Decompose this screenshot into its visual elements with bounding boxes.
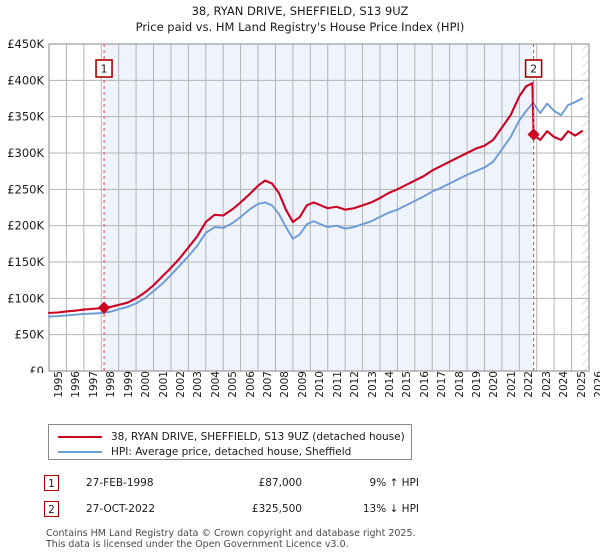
txn-index-badge-2: 2	[44, 501, 59, 517]
svg-text:£200K: £200K	[7, 219, 44, 233]
x-tick-label: 2000	[140, 371, 153, 398]
svg-text:1: 1	[101, 63, 108, 76]
svg-text:2: 2	[530, 63, 537, 76]
x-tick-label: 2002	[174, 371, 187, 398]
x-tick-label: 2015	[401, 371, 414, 398]
legend-item-property: 38, RYAN DRIVE, SHEFFIELD, S13 9UZ (deta…	[49, 429, 411, 444]
x-tick-label: 1996	[70, 371, 83, 398]
svg-text:£250K: £250K	[7, 182, 44, 196]
legend-swatch-property	[58, 435, 102, 438]
table-row: 1 27-FEB-1998 £87,000 9% ↑ HPI	[44, 473, 464, 499]
footer-attribution: Contains HM Land Registry data © Crown c…	[46, 528, 586, 550]
svg-text:£0: £0	[29, 364, 44, 373]
transactions-table: 1 27-FEB-1998 £87,000 9% ↑ HPI 2 27-OCT-…	[44, 473, 464, 525]
page-title: 38, RYAN DRIVE, SHEFFIELD, S13 9UZ	[191, 4, 409, 18]
x-tick-label: 2003	[192, 371, 205, 398]
x-tick-label: 1995	[53, 371, 65, 398]
x-tick-label: 2001	[157, 371, 170, 398]
svg-text:£150K: £150K	[7, 255, 44, 269]
x-tick-label: 2006	[244, 371, 257, 398]
x-tick-label: 2023	[540, 371, 553, 398]
svg-text:£100K: £100K	[7, 291, 44, 305]
x-tick-label: 2008	[279, 371, 292, 398]
x-tick-label: 2004	[209, 371, 222, 398]
x-tick-label: 2026	[593, 371, 600, 398]
table-row: 2 27-OCT-2022 £325,500 13% ↓ HPI	[44, 499, 464, 525]
footer-line-copyright: Contains HM Land Registry data © Crown c…	[46, 528, 416, 539]
x-tick-label: 2021	[505, 371, 518, 398]
x-tick-label: 2010	[314, 371, 327, 398]
legend-label-property: 38, RYAN DRIVE, SHEFFIELD, S13 9UZ (deta…	[111, 430, 405, 443]
legend-swatch-hpi	[58, 450, 102, 453]
x-tick-label: 2025	[575, 371, 588, 398]
txn-price-1: £87,000	[258, 477, 302, 489]
x-tick-label: 1998	[105, 371, 118, 398]
x-tick-label: 2014	[383, 371, 396, 398]
svg-text:£400K: £400K	[7, 73, 44, 87]
page-subtitle: Price paid vs. HM Land Registry's House …	[135, 20, 465, 34]
svg-text:£350K: £350K	[7, 110, 44, 124]
x-tick-label: 2016	[418, 371, 431, 398]
x-tick-label: 1999	[122, 371, 135, 398]
x-tick-label: 2012	[349, 371, 362, 398]
svg-text:£50K: £50K	[15, 328, 45, 342]
x-tick-label: 2019	[471, 371, 484, 398]
txn-date-1: 27-FEB-1998	[86, 477, 154, 489]
x-tick-label: 2011	[331, 371, 344, 398]
x-tick-label: 2017	[436, 371, 449, 398]
legend-item-hpi: HPI: Average price, detached house, Shef…	[49, 444, 411, 459]
txn-hpi-delta-1: 9% ↑ HPI	[369, 477, 419, 489]
txn-hpi-delta-2: 13% ↓ HPI	[362, 503, 419, 515]
x-tick-label: 2005	[227, 371, 240, 398]
price-history-line-chart: £0 £50K £100K £150K £200K £250K £300K £350K £400…	[7, 38, 590, 373]
txn-date-2: 27-OCT-2022	[86, 503, 155, 515]
x-tick-label: 2007	[262, 371, 275, 398]
x-tick-label: 2009	[296, 371, 309, 398]
x-tick-label: 1997	[87, 371, 100, 398]
footer-line-licence: This data is licensed under the Open Gov…	[46, 539, 349, 550]
svg-text:£300K: £300K	[7, 146, 44, 160]
svg-text:£450K: £450K	[7, 38, 44, 51]
x-axis-tick-labels: 1995 1996 1997 1998 1999 2000 2001 2002 2003 2004…	[0, 371, 600, 419]
x-tick-label: 2022	[523, 371, 536, 398]
chart-legend: 38, RYAN DRIVE, SHEFFIELD, S13 9UZ (deta…	[48, 424, 412, 460]
x-tick-label: 2020	[488, 371, 501, 398]
chart-plot-area: £0 £50K £100K £150K £200K £250K £300K £350K £400…	[0, 38, 600, 373]
x-tick-label: 2018	[453, 371, 466, 398]
legend-label-hpi: HPI: Average price, detached house, Shef…	[111, 445, 352, 458]
title-block: 38, RYAN DRIVE, SHEFFIELD, S13 9UZ Price…	[0, 0, 600, 35]
txn-index-badge-1: 1	[44, 475, 59, 491]
x-tick-label: 2024	[558, 371, 571, 398]
txn-price-2: £325,500	[251, 503, 302, 515]
x-tick-label: 2013	[366, 371, 379, 398]
